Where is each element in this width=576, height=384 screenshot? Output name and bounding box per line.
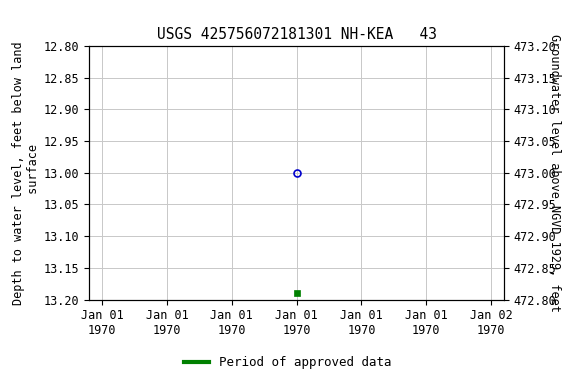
Y-axis label: Depth to water level, feet below land
 surface: Depth to water level, feet below land su… xyxy=(12,41,40,305)
Y-axis label: Groundwater level above NGVD 1929, feet: Groundwater level above NGVD 1929, feet xyxy=(548,34,560,312)
Title: USGS 425756072181301 NH-KEA   43: USGS 425756072181301 NH-KEA 43 xyxy=(157,27,437,42)
Legend: Period of approved data: Period of approved data xyxy=(179,351,397,374)
